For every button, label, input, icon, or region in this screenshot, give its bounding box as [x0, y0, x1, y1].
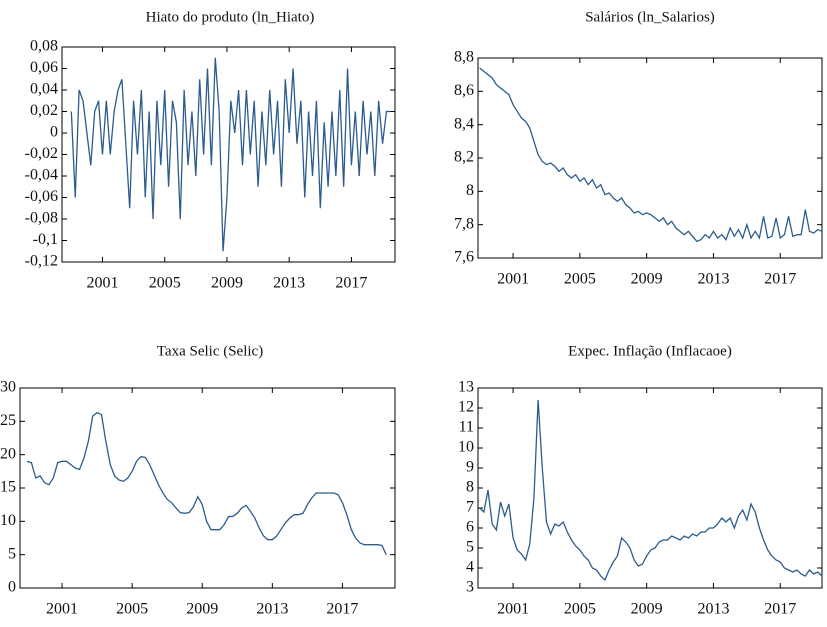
y-tick-label: 0,08: [30, 38, 58, 55]
y-tick-label: 25: [0, 412, 16, 429]
x-tick-label: 2017: [764, 271, 796, 288]
x-tick-label: 2009: [186, 601, 218, 618]
y-tick-label: -0,08: [25, 210, 58, 227]
x-tick-label: 2005: [564, 601, 596, 618]
x-tick-label: 2005: [149, 275, 181, 292]
plot-frame: [477, 57, 823, 259]
x-tick-label: 2001: [497, 601, 529, 618]
y-tick-label: -0,06: [25, 188, 58, 205]
chart-title: Taxa Selic (Selic): [157, 343, 263, 359]
y-tick-label: 0,02: [30, 102, 58, 119]
y-tick-label: 6: [466, 519, 474, 536]
chart-title: Salários (ln_Salarios): [585, 9, 715, 25]
y-tick-label: 11: [459, 419, 474, 436]
y-tick-label: -0,12: [25, 253, 58, 270]
x-tick-label: 2013: [697, 601, 729, 618]
y-tick-label: 7,8: [454, 215, 474, 232]
plot-frame: [19, 387, 396, 589]
x-tick-label: 2013: [256, 601, 288, 618]
x-tick-label: 2009: [631, 601, 663, 618]
x-tick-label: 2005: [564, 271, 596, 288]
x-tick-label: 2017: [764, 601, 796, 618]
y-tick-label: 0: [50, 124, 58, 141]
y-tick-label: 20: [0, 445, 16, 462]
y-tick-label: 7,6: [454, 249, 474, 266]
y-tick-label: 8: [466, 479, 474, 496]
y-tick-label: 13: [458, 379, 474, 396]
y-tick-label: 15: [0, 479, 16, 496]
data-line: [70, 57, 391, 252]
y-tick-label: 5: [8, 545, 16, 562]
x-tick-label: 2009: [631, 271, 663, 288]
y-tick-label: 10: [0, 512, 16, 529]
data-line: [479, 67, 823, 243]
y-tick-label: 7: [466, 499, 474, 516]
x-tick-label: 2001: [497, 271, 529, 288]
y-tick-label: -0,1: [33, 231, 58, 248]
y-tick-label: 8,6: [454, 82, 474, 99]
y-tick-label: 8,2: [454, 149, 474, 166]
plot-frame: [477, 387, 823, 589]
y-tick-label: 8,4: [454, 115, 474, 132]
x-tick-label: 2001: [46, 601, 78, 618]
y-tick-label: 30: [0, 379, 16, 396]
y-tick-label: 10: [458, 439, 474, 456]
y-tick-label: 8,8: [454, 49, 474, 66]
y-tick-label: 4: [466, 559, 474, 576]
x-tick-label: 2017: [335, 275, 367, 292]
chart-title: Hiato do produto (ln_Hiato): [146, 9, 315, 25]
y-tick-label: -0,04: [25, 167, 58, 184]
x-tick-label: 2005: [116, 601, 148, 618]
y-tick-label: -0,02: [25, 145, 58, 162]
y-tick-label: 0,04: [30, 81, 58, 98]
y-tick-label: 0: [8, 579, 16, 596]
data-line: [479, 399, 823, 582]
y-tick-label: 12: [458, 399, 474, 416]
chart-title: Expec. Inflação (Inflacaoe): [568, 343, 732, 359]
y-tick-label: 9: [466, 459, 474, 476]
x-tick-label: 2013: [697, 271, 729, 288]
x-tick-label: 2001: [86, 275, 118, 292]
y-tick-label: 3: [466, 579, 474, 596]
y-tick-label: 0,06: [30, 59, 58, 76]
x-tick-label: 2017: [326, 601, 358, 618]
y-tick-label: 8: [466, 182, 474, 199]
x-tick-label: 2009: [211, 275, 243, 292]
data-line: [26, 411, 387, 555]
y-tick-label: 5: [466, 539, 474, 556]
x-tick-label: 2013: [273, 275, 305, 292]
